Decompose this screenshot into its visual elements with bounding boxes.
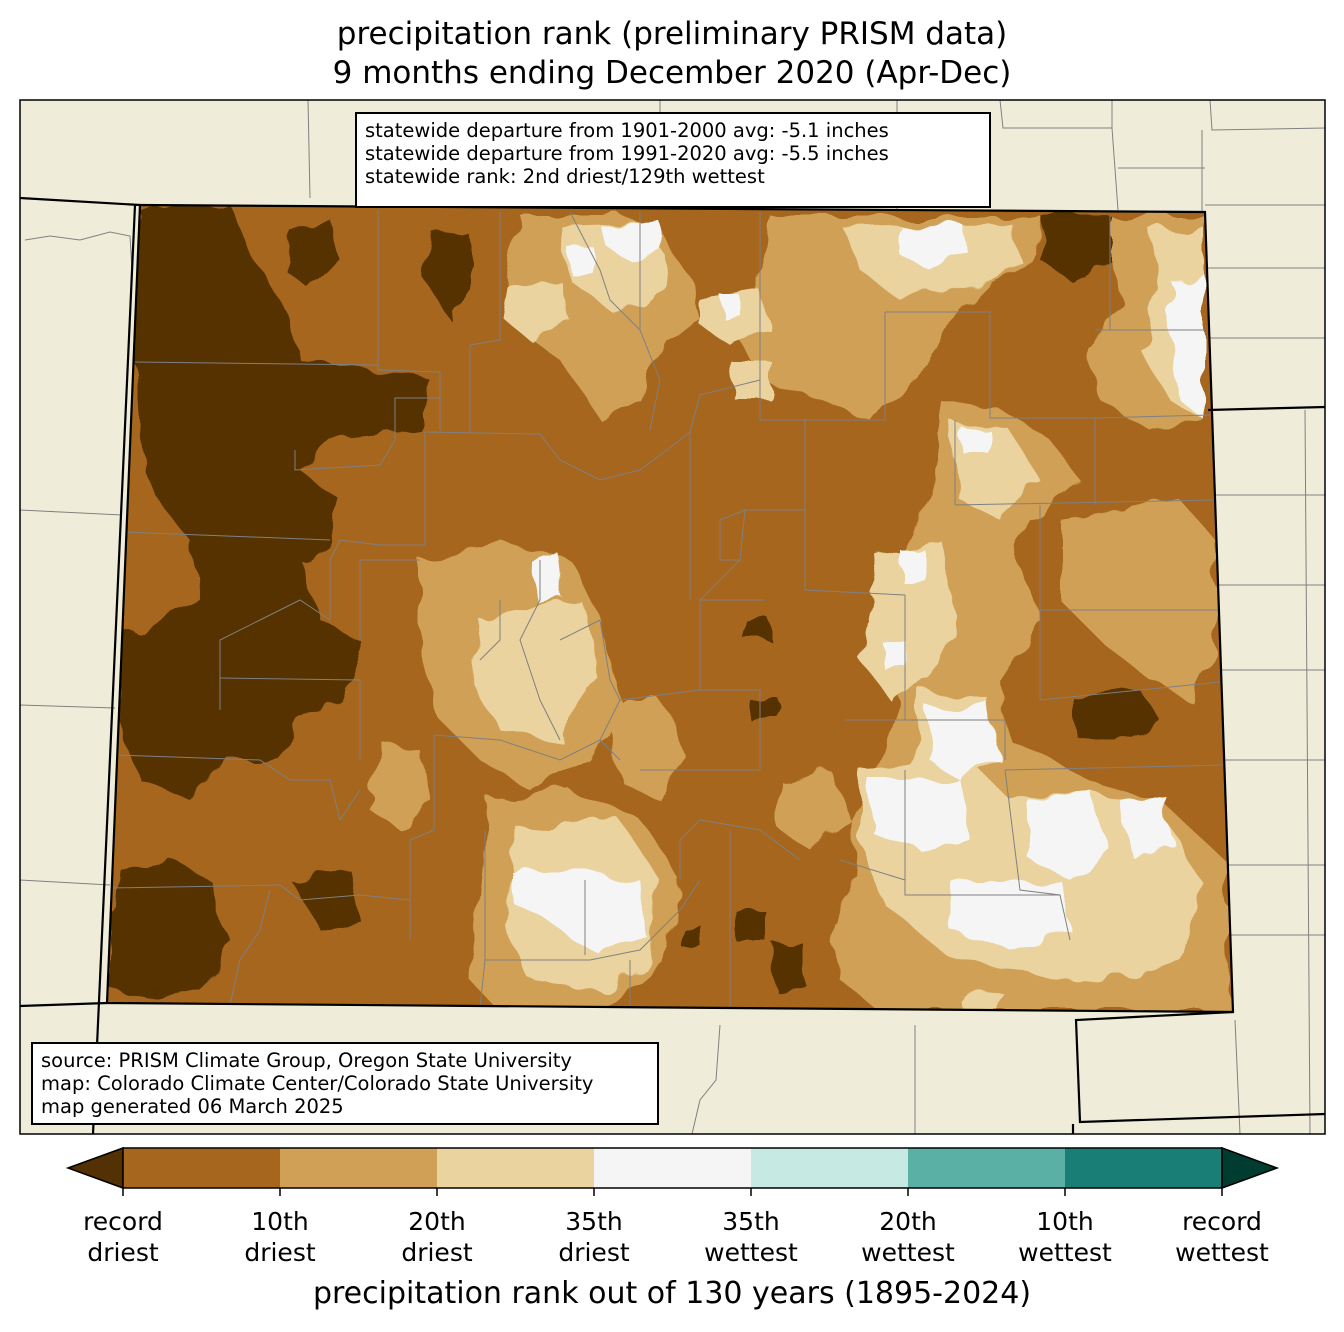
colorbar-title: precipitation rank out of 130 years (189… [312, 1276, 1032, 1311]
stats-line-rank: statewide rank: 2nd driest/129th wettest [365, 165, 765, 188]
credits-map: map: Colorado Climate Center/Colorado St… [41, 1072, 594, 1095]
statewide-stats-box: statewide departure from 1901-2000 avg: … [355, 112, 991, 208]
colorbar-tick-label: record wettest [1175, 1207, 1269, 1267]
stats-line-1901-2000: statewide departure from 1901-2000 avg: … [365, 119, 889, 142]
map-subtitle: 9 months ending December 2020 (Apr-Dec) [332, 55, 1012, 91]
colorbar-bin [908, 1148, 1065, 1188]
colorado-county-lines [109, 210, 1226, 1012]
colorbar-tick-label: 35th driest [558, 1207, 630, 1267]
colorbar-under-arrow [65, 1146, 124, 1190]
colorbar-bin [437, 1148, 594, 1188]
colorbar-bin [751, 1148, 908, 1188]
colorbar-tick-label: 35th wettest [704, 1207, 798, 1267]
colorbar-bin [1065, 1148, 1222, 1188]
colorbar-over-arrow [1221, 1146, 1280, 1190]
colorado-rank-field [107, 205, 1233, 1012]
state-boundaries [19, 196, 1326, 1135]
map-title: precipitation rank (preliminary PRISM da… [336, 16, 1008, 52]
colorbar-bin [123, 1148, 280, 1188]
colorbar-tick-label: 10th wettest [1018, 1207, 1112, 1267]
colorbar-tick-label: record driest [83, 1207, 163, 1267]
credits-source: source: PRISM Climate Group, Oregon Stat… [41, 1049, 572, 1072]
colorbar-tick-label: 20th wettest [861, 1207, 955, 1267]
credits-generated: map generated 06 March 2025 [41, 1095, 344, 1118]
colorbar-bin [594, 1148, 751, 1188]
near-normal-areas [510, 222, 1205, 955]
colorbar-ticks [122, 1188, 1223, 1196]
colorbar [65, 1146, 1280, 1196]
colorbar-bin [280, 1148, 437, 1188]
colorbar-tick-label: 10th driest [244, 1207, 316, 1267]
stats-line-1991-2020: statewide departure from 1991-2020 avg: … [365, 142, 889, 165]
map-frame [19, 99, 1326, 1135]
credits-box: source: PRISM Climate Group, Oregon Stat… [31, 1042, 659, 1125]
record-driest-areas [110, 205, 1160, 1005]
colorbar-tick-label: 20th driest [401, 1207, 473, 1267]
